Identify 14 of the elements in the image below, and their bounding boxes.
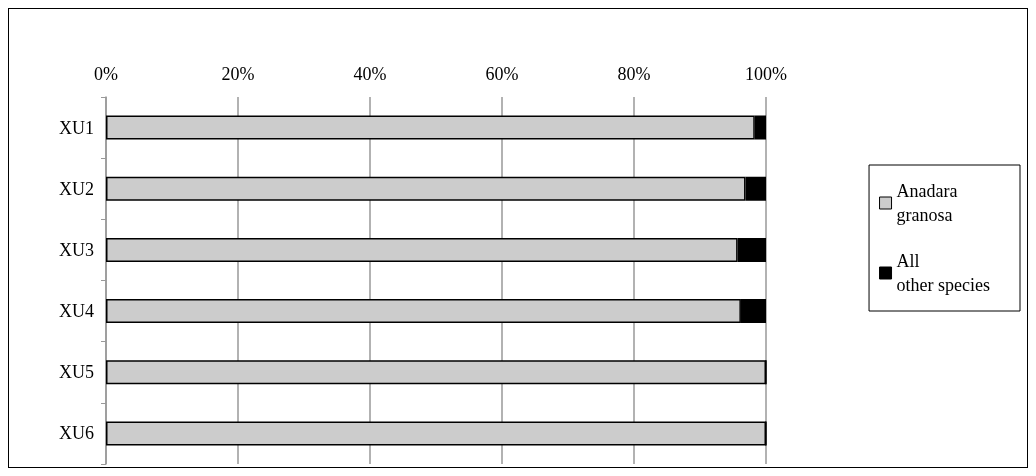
legend-label: All other species <box>896 251 991 295</box>
x-tick-label: 100% <box>745 64 787 84</box>
y-tick-label: XU5 <box>59 362 94 383</box>
y-tick-label: XU4 <box>59 301 94 322</box>
x-tick-label: 80% <box>617 64 651 84</box>
x-tick-label: 20% <box>221 64 255 84</box>
y-tick-label: XU2 <box>59 178 94 199</box>
x-tick-label: 40% <box>353 64 387 84</box>
x-tick-label: 0% <box>94 64 118 84</box>
y-tick-label: XU1 <box>59 117 94 138</box>
legend-label: Anadara granosa <box>896 181 958 225</box>
x-tick-label: 60% <box>485 64 519 84</box>
y-tick-label: XU6 <box>59 423 94 444</box>
y-tick-label: XU3 <box>59 239 94 260</box>
